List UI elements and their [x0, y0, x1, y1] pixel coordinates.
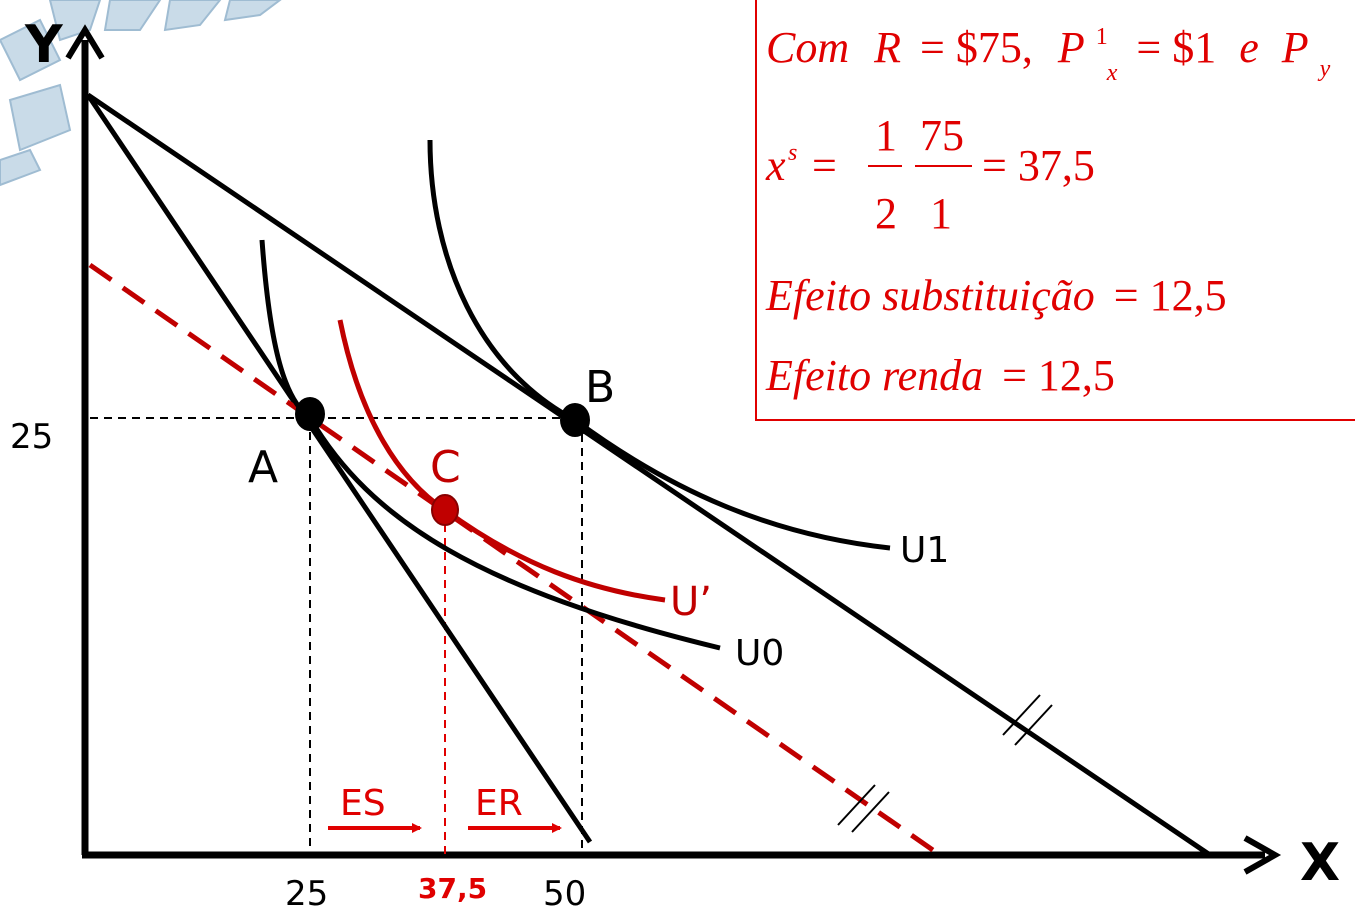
- budget-line-0: [88, 95, 590, 842]
- parallel-marks: [838, 695, 1052, 832]
- text: =: [812, 141, 837, 190]
- text: = $75,: [920, 23, 1033, 72]
- text: s: [788, 140, 797, 166]
- point-c: [432, 495, 458, 525]
- label-c: C: [430, 442, 461, 493]
- y-label: Y: [24, 15, 64, 75]
- text: P: [1057, 23, 1085, 72]
- curve-u0: [262, 240, 720, 648]
- formula-line: Efeito renda = 12,5: [765, 351, 1115, 400]
- text: x: [765, 141, 786, 190]
- text: e: [1239, 23, 1259, 72]
- text: = 12,5: [1002, 351, 1115, 400]
- text: Efeito substituição: [765, 271, 1095, 320]
- x-tick-label: 37,5: [418, 872, 487, 905]
- page: {"axes": {"y_label": "Y", "x_label": "X"…: [0, 0, 1355, 914]
- label-u-prime: U’: [670, 579, 712, 625]
- text: x: [1106, 60, 1118, 86]
- text: 1: [1096, 24, 1108, 50]
- formula-line: Efeito substituição = 12,5: [765, 271, 1227, 320]
- text: = 12,5: [1114, 271, 1227, 320]
- text: = 37,5: [982, 141, 1095, 190]
- text: = $1: [1136, 23, 1216, 72]
- text: Com: [766, 23, 849, 72]
- text: y: [1318, 56, 1331, 82]
- point-a: [295, 397, 325, 431]
- label-u1: U1: [900, 530, 949, 571]
- y-tick-label: 25: [10, 417, 53, 457]
- label-es: ES: [340, 783, 386, 824]
- text: 2: [875, 189, 897, 238]
- x-tick-label: 50: [543, 874, 586, 914]
- label-er: ER: [475, 783, 523, 824]
- text: 1: [930, 189, 952, 238]
- label-a: A: [248, 442, 278, 493]
- x-label: X: [1300, 833, 1340, 893]
- text: 75: [920, 111, 964, 160]
- label-b: B: [585, 362, 615, 413]
- text: 1: [875, 111, 897, 160]
- text: P: [1281, 23, 1309, 72]
- text: Efeito renda: [765, 351, 983, 400]
- diagram: Y X 25 25 37,5 50 A B C U1 U’ U0 ES ER C…: [0, 0, 1355, 914]
- label-u0: U0: [735, 633, 784, 674]
- text: R: [873, 23, 901, 72]
- x-tick-label: 25: [285, 874, 328, 914]
